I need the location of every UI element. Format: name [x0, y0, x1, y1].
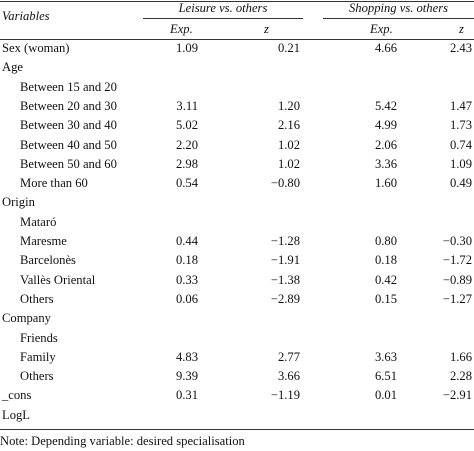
leisure-exp-cell: 1.09	[175, 41, 198, 55]
shopping-z-cell: 0.49	[449, 176, 472, 190]
leisure-z-cell: 1.02	[277, 138, 300, 152]
leisure-exp-cell: 0.33	[175, 273, 198, 287]
shopping-z-cell: −2.91	[442, 388, 472, 402]
leisure-exp-cell: 0.54	[175, 176, 198, 190]
row-label: Others	[20, 292, 54, 306]
shopping-z-cell: 1.73	[449, 118, 472, 132]
leisure-group-rule	[143, 18, 303, 19]
row-label: Origin	[2, 195, 35, 209]
shopping-exp-cell: 1.60	[374, 176, 397, 190]
row-label: _cons	[2, 388, 32, 402]
shopping-z-header: z	[459, 22, 464, 36]
shopping-exp-cell: 6.51	[374, 369, 397, 383]
shopping-exp-cell: 2.06	[374, 138, 397, 152]
row-label: Mataró	[20, 215, 57, 229]
leisure-z-cell: −1.38	[270, 273, 300, 287]
row-label: Maresme	[20, 234, 67, 248]
shopping-exp-cell: 0.15	[374, 292, 397, 306]
table-note: Note: Depending variable: desired specia…	[0, 434, 245, 448]
leisure-z-cell: 3.66	[277, 369, 300, 383]
leisure-exp-cell: 3.11	[176, 99, 198, 113]
leisure-exp-cell: 9.39	[175, 369, 198, 383]
shopping-exp-cell: 0.80	[374, 234, 397, 248]
leisure-z-cell: 2.16	[277, 118, 300, 132]
leisure-exp-cell: 0.31	[175, 388, 198, 402]
shopping-group-header: Shopping vs. others	[349, 1, 448, 15]
leisure-z-cell: −2.89	[270, 292, 300, 306]
leisure-exp-cell: 5.02	[175, 118, 198, 132]
leisure-z-cell: 1.20	[277, 99, 300, 113]
variables-header: Variables	[2, 9, 50, 23]
leisure-z-cell: 2.77	[277, 350, 300, 364]
leisure-z-cell: −0.80	[270, 176, 300, 190]
leisure-exp-cell: 0.44	[175, 234, 198, 248]
leisure-z-cell: −1.19	[270, 388, 300, 402]
leisure-z-cell: −1.28	[270, 234, 300, 248]
shopping-exp-cell: 5.42	[374, 99, 397, 113]
shopping-exp-cell: 0.18	[374, 253, 397, 267]
row-label: Sex (woman)	[2, 41, 70, 55]
shopping-z-cell: 2.28	[449, 369, 472, 383]
shopping-exp-cell: 0.42	[374, 273, 397, 287]
row-label: More than 60	[20, 176, 88, 190]
shopping-exp-cell: 3.63	[374, 350, 397, 364]
row-label: Family	[20, 350, 56, 364]
leisure-z-cell: 0.21	[277, 41, 300, 55]
header-rule	[0, 39, 474, 40]
row-label: Friends	[20, 331, 58, 345]
shopping-z-cell: 1.47	[449, 99, 472, 113]
row-label: LogL	[2, 408, 30, 422]
row-label: Age	[2, 60, 23, 74]
shopping-z-cell: −1.72	[442, 253, 472, 267]
shopping-exp-cell: 4.66	[374, 41, 397, 55]
row-label: Between 20 and 30	[20, 99, 117, 113]
row-label: Vallès Oriental	[20, 273, 96, 287]
row-label: Barcelonès	[20, 253, 76, 267]
row-label: Company	[2, 311, 51, 325]
leisure-exp-cell: 2.20	[175, 138, 198, 152]
shopping-exp-cell: 0.01	[374, 388, 397, 402]
row-label: Between 15 and 20	[20, 80, 117, 94]
shopping-z-cell: −0.30	[442, 234, 472, 248]
leisure-z-cell: −1.91	[270, 253, 300, 267]
leisure-exp-cell: 0.18	[175, 253, 198, 267]
shopping-exp-header: Exp.	[370, 22, 393, 36]
row-label: Between 50 and 60	[20, 157, 117, 171]
leisure-z-header: z	[264, 22, 269, 36]
shopping-z-cell: −1.27	[442, 292, 472, 306]
shopping-z-cell: −0.89	[442, 273, 472, 287]
shopping-exp-cell: 4.99	[374, 118, 397, 132]
shopping-z-cell: 2.43	[449, 41, 472, 55]
row-label: Between 30 and 40	[20, 118, 117, 132]
leisure-z-cell: 1.02	[277, 157, 300, 171]
shopping-group-rule	[323, 18, 474, 19]
leisure-exp-cell: 0.06	[175, 292, 198, 306]
leisure-exp-cell: 2.98	[175, 157, 198, 171]
leisure-exp-header: Exp.	[170, 22, 193, 36]
top-rule	[0, 1, 474, 2]
bottom-rule	[0, 429, 474, 430]
shopping-z-cell: 0.74	[449, 138, 472, 152]
leisure-group-header: Leisure vs. others	[178, 1, 268, 15]
leisure-exp-cell: 4.83	[175, 350, 198, 364]
shopping-z-cell: 1.09	[449, 157, 472, 171]
row-label: Others	[20, 369, 54, 383]
shopping-exp-cell: 3.36	[374, 157, 397, 171]
shopping-z-cell: 1.66	[449, 350, 472, 364]
row-label: Between 40 and 50	[20, 138, 117, 152]
